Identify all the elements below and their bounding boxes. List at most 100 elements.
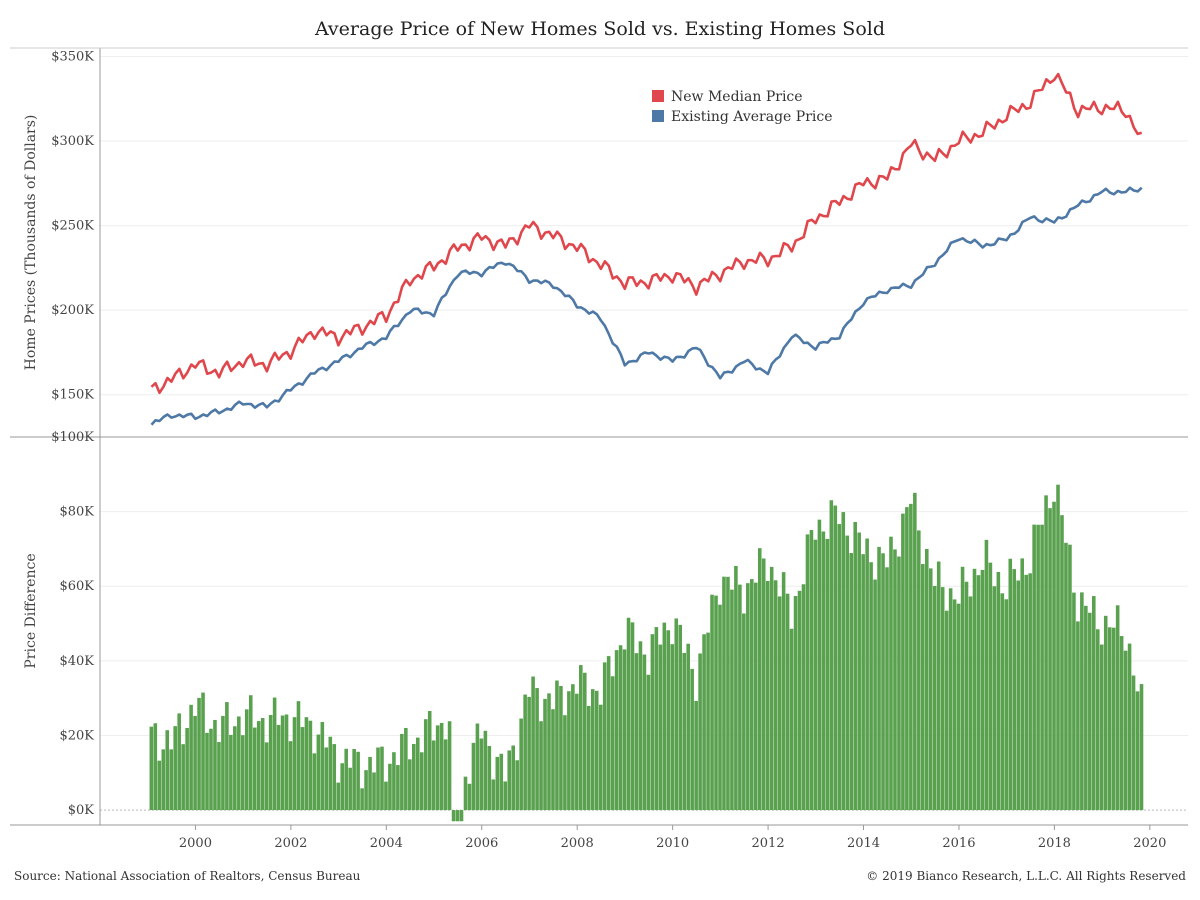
diff-bar <box>559 685 563 811</box>
x-tick-label: 2018 <box>1038 836 1071 851</box>
diff-bar <box>956 603 961 811</box>
diff-bar <box>1036 524 1040 811</box>
y-axis-label-bottom: Price Difference <box>23 553 39 668</box>
diff-bar <box>813 539 818 811</box>
diff-bar <box>551 709 555 811</box>
diff-bar <box>256 721 261 811</box>
bar-series <box>149 484 1144 822</box>
diff-bar <box>849 553 854 811</box>
diff-bar <box>1064 542 1068 811</box>
diff-bar <box>515 760 519 811</box>
legend-label: New Median Price <box>671 89 803 105</box>
diff-bar <box>213 719 217 811</box>
diff-bar <box>217 742 221 811</box>
diff-bar <box>475 723 480 811</box>
y-tick-label-top: $200K <box>51 303 94 318</box>
diff-bar <box>630 622 635 811</box>
diff-bar <box>1044 495 1048 811</box>
diff-bar <box>606 656 611 811</box>
diff-bar <box>364 770 368 811</box>
diff-bar <box>252 727 257 811</box>
diff-bar <box>324 747 329 811</box>
diff-bar <box>1107 627 1112 811</box>
diff-bar <box>201 692 205 811</box>
diff-bar <box>988 562 993 811</box>
diff-bar <box>586 705 591 811</box>
diff-bar <box>1028 573 1032 811</box>
diff-bar <box>1068 544 1072 811</box>
diff-bar <box>356 751 360 811</box>
diff-bar <box>463 776 468 811</box>
y-tick-label-top: $250K <box>51 219 94 234</box>
diff-bar <box>797 590 802 811</box>
diff-bar <box>388 763 392 811</box>
diff-bar <box>555 680 559 811</box>
diff-bar <box>487 746 492 811</box>
diff-bar <box>730 589 734 811</box>
diff-bar <box>300 727 305 811</box>
diff-bar <box>451 810 456 822</box>
line-series <box>150 72 1143 426</box>
diff-bar <box>702 634 706 811</box>
diff-bar <box>885 567 889 811</box>
diff-bar <box>260 718 265 811</box>
diff-bar <box>614 650 619 811</box>
diff-bar <box>837 524 842 811</box>
diff-bar <box>678 624 683 811</box>
diff-bar <box>344 748 348 811</box>
diff-bar <box>149 726 154 811</box>
diff-bar <box>706 632 710 811</box>
diff-bar <box>698 653 702 811</box>
diff-bar <box>598 704 603 811</box>
diff-bar <box>658 644 663 811</box>
y-tick-label-top: $300K <box>51 134 94 149</box>
diff-bar <box>392 752 396 811</box>
diff-bar <box>781 572 786 811</box>
diff-bar <box>686 643 690 811</box>
diff-bar <box>157 760 162 811</box>
diff-bar <box>185 727 189 811</box>
diff-bar <box>165 730 170 811</box>
diff-bar <box>209 728 213 811</box>
diff-bar <box>980 569 985 811</box>
diff-bar <box>499 753 504 811</box>
diff-bar <box>928 568 933 811</box>
diff-bar <box>865 538 869 811</box>
diff-bar <box>1004 599 1009 811</box>
diff-bar <box>618 645 623 811</box>
diff-bar <box>821 531 826 811</box>
grid-lines <box>100 55 1188 811</box>
diff-bar <box>352 748 356 811</box>
diff-bar <box>264 742 269 811</box>
diff-bar <box>992 586 997 811</box>
diff-bar <box>415 737 420 811</box>
diff-bar <box>861 554 865 811</box>
diff-bar <box>646 674 651 811</box>
diff-bar <box>1056 484 1060 811</box>
diff-bar <box>447 721 452 811</box>
diff-bar <box>288 741 293 811</box>
diff-bar <box>455 810 460 822</box>
diff-bar <box>527 696 531 811</box>
diff-bar <box>769 566 774 811</box>
diff-bar <box>1048 508 1052 811</box>
diff-bar <box>976 575 981 811</box>
diff-bar <box>905 507 909 811</box>
legend-label: Existing Average Price <box>671 109 833 125</box>
diff-bar <box>1040 524 1044 811</box>
diff-bar <box>332 744 337 811</box>
diff-bar <box>1119 636 1124 811</box>
diff-bar <box>519 718 523 811</box>
diff-bar <box>431 740 436 811</box>
new-median-price-line <box>150 72 1143 395</box>
diff-bar <box>650 634 655 811</box>
diff-bar <box>948 588 953 811</box>
diff-bar <box>897 556 901 811</box>
diff-bar <box>423 719 428 811</box>
diff-bar <box>296 701 301 811</box>
y-tick-label-bottom: $60K <box>59 579 94 594</box>
existing-average-price-line <box>150 186 1143 426</box>
diff-bar <box>960 566 965 811</box>
x-tick-label: 2000 <box>179 836 212 851</box>
